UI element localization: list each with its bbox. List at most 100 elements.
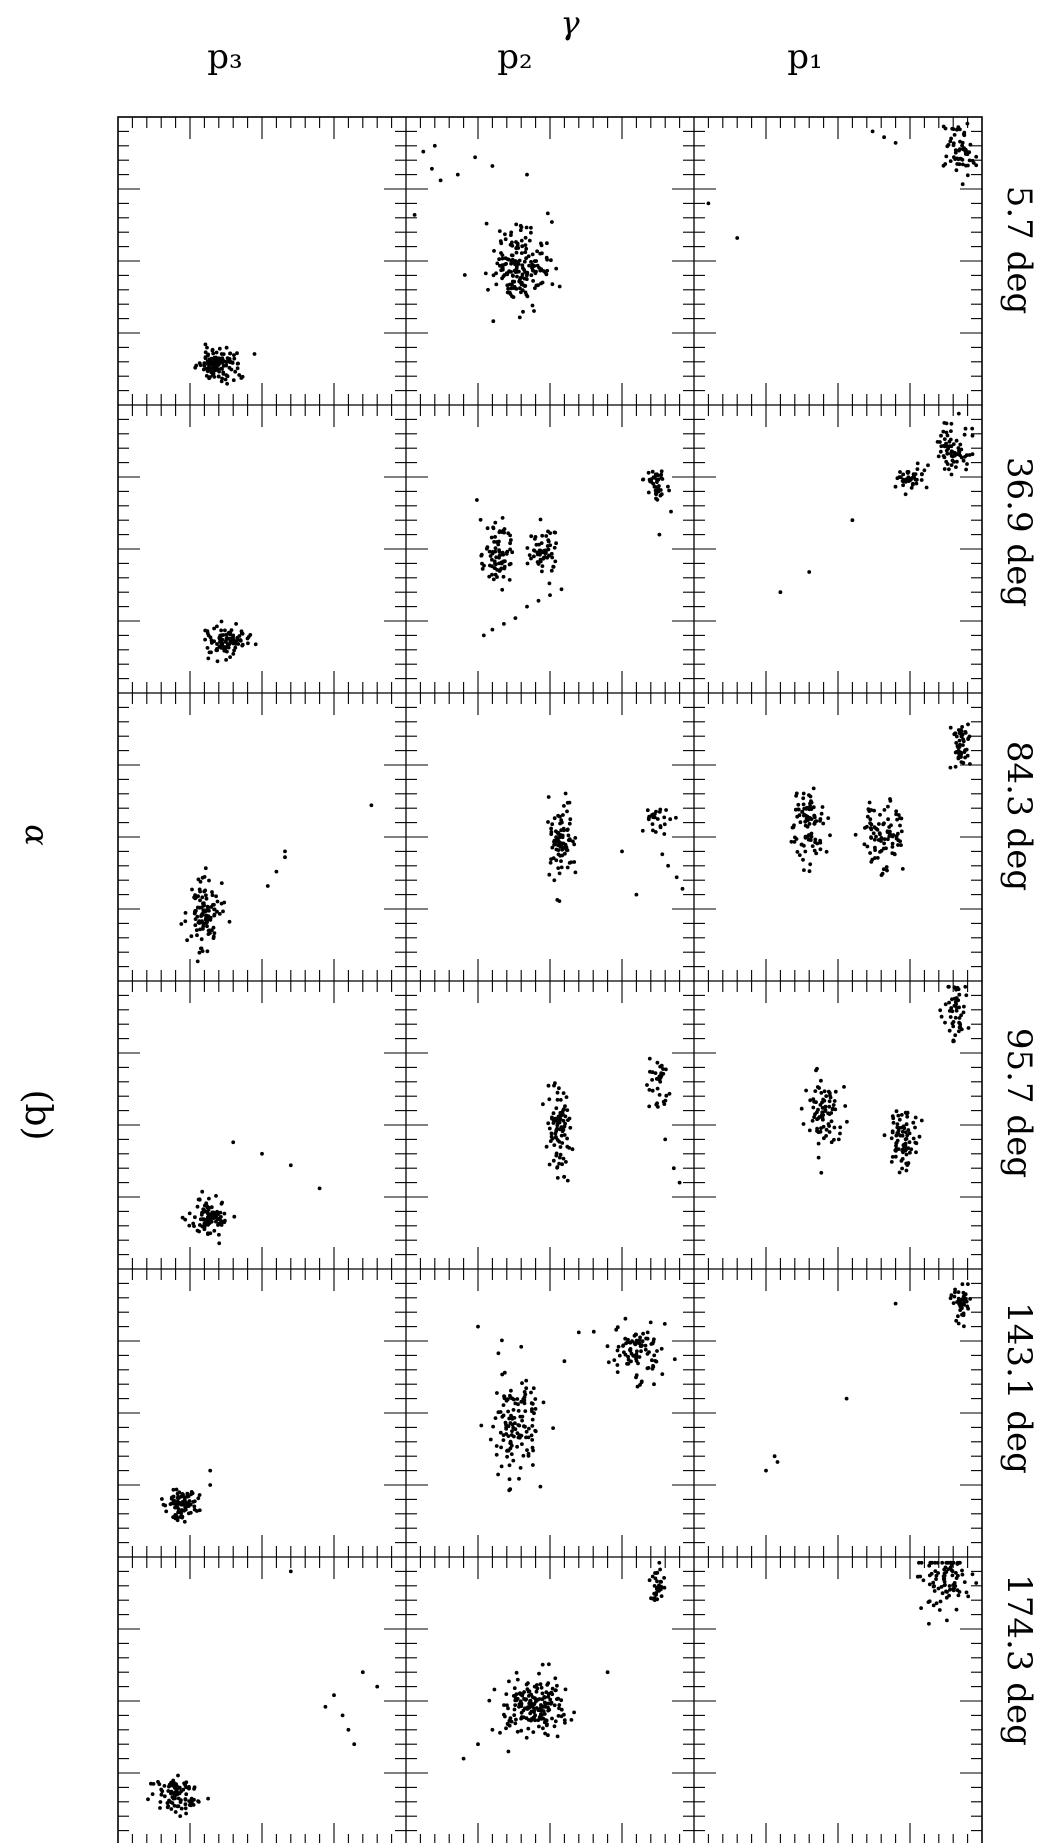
- scatter-point: [506, 531, 511, 536]
- scatter-point: [548, 860, 553, 865]
- scatter-point: [539, 267, 544, 272]
- scatter-point: [265, 884, 270, 888]
- scatter-point: [203, 637, 208, 642]
- scatter-point: [653, 1359, 658, 1363]
- scatter-point: [516, 262, 521, 266]
- scatter-point: [554, 1127, 559, 1132]
- scatter-point: [197, 1197, 202, 1202]
- scatter-point: [957, 148, 961, 153]
- scatter-point: [500, 276, 504, 281]
- scatter-point: [238, 638, 243, 642]
- scatter-point: [557, 1120, 562, 1125]
- scatter-point: [568, 817, 573, 822]
- scatter-point: [833, 1089, 838, 1094]
- scatter-point: [650, 469, 655, 474]
- scatter-point: [207, 1218, 211, 1222]
- scatter-point: [942, 421, 947, 425]
- scatter-point: [510, 550, 515, 555]
- scatter-point: [954, 465, 958, 469]
- scatter-point: [948, 1560, 953, 1565]
- scatter-point: [219, 642, 224, 647]
- scatter-point: [179, 1494, 184, 1499]
- scatter-point: [533, 1428, 538, 1433]
- scatter-point: [816, 1107, 820, 1112]
- scatter-point: [493, 549, 498, 554]
- scatter-point: [205, 646, 210, 650]
- scatter-point: [960, 1282, 965, 1287]
- scatter-point: [956, 1593, 961, 1598]
- scatter-point: [207, 928, 212, 933]
- scatter-point: [706, 201, 711, 206]
- scatter-point: [219, 646, 224, 650]
- scatter-point: [513, 1703, 518, 1707]
- scatter-point: [801, 1122, 806, 1126]
- scatter-point: [517, 279, 522, 284]
- scatter-point: [192, 1224, 196, 1228]
- scatter-point: [505, 1721, 510, 1726]
- scatter-point: [605, 1344, 610, 1349]
- scatter-point: [850, 518, 855, 523]
- scatter-point: [646, 1366, 651, 1370]
- scatter-point: [896, 843, 900, 847]
- scatter-point: [212, 931, 217, 935]
- scatter-point: [946, 444, 950, 449]
- scatter-point: [804, 1088, 808, 1093]
- scatter-point: [538, 517, 543, 522]
- scatter-point: [512, 1707, 517, 1712]
- scatter-point: [943, 126, 948, 131]
- scatter-point: [822, 1105, 827, 1110]
- scatter-point: [641, 477, 645, 482]
- scatter-point: [211, 925, 216, 930]
- scatter-point: [557, 1703, 562, 1707]
- scatter-point: [211, 371, 215, 376]
- scatter-point: [206, 1205, 211, 1210]
- scatter-point: [546, 1691, 551, 1696]
- scatter-point: [504, 1692, 509, 1696]
- scatter-point: [648, 479, 652, 484]
- scatter-point: [526, 1451, 531, 1456]
- scatter-point: [151, 1782, 156, 1786]
- scatter-point: [507, 1463, 512, 1468]
- scatter-point: [901, 472, 906, 477]
- scatter-point: [904, 1152, 909, 1157]
- scatter-point: [808, 838, 813, 842]
- scatter-point: [909, 1147, 914, 1152]
- scatter-point: [497, 257, 501, 262]
- scatter-point: [222, 900, 227, 905]
- scatter-point: [196, 920, 201, 925]
- scatter-point: [658, 493, 663, 498]
- scatter-point: [183, 1507, 188, 1512]
- scatter-point: [546, 1681, 551, 1686]
- scatter-point: [657, 1093, 662, 1097]
- scatter-point: [821, 1117, 825, 1122]
- scatter-point: [527, 1694, 531, 1698]
- scatter-point: [202, 1227, 207, 1232]
- scatter-point: [647, 1056, 652, 1061]
- scatter-point: [646, 470, 651, 475]
- scatter-point: [865, 844, 870, 849]
- scatter-point: [513, 259, 518, 263]
- scatter-point: [962, 146, 966, 151]
- scatter-point: [202, 361, 207, 366]
- scatter-point: [529, 273, 534, 278]
- scatter-point: [514, 250, 519, 255]
- scatter-point: [209, 905, 214, 909]
- scatter-point: [963, 152, 968, 156]
- scatter-point: [550, 1686, 555, 1691]
- scatter-point: [555, 898, 560, 902]
- scatter-point: [194, 928, 199, 933]
- scatter-point: [652, 476, 657, 480]
- scatter-point: [653, 484, 658, 489]
- scatter-point: [215, 659, 220, 664]
- scatter-point: [953, 1033, 958, 1038]
- scatter-point: [488, 554, 493, 558]
- scatter-point: [524, 225, 529, 230]
- scatter-point: [569, 1718, 574, 1722]
- column-label-p2: p₂: [497, 37, 532, 77]
- scatter-point: [811, 805, 816, 810]
- scatter-point: [915, 467, 920, 471]
- scatter-point: [283, 855, 287, 860]
- scatter-point: [962, 432, 967, 437]
- scatter-point: [919, 1560, 924, 1565]
- scatter-point: [552, 1083, 556, 1088]
